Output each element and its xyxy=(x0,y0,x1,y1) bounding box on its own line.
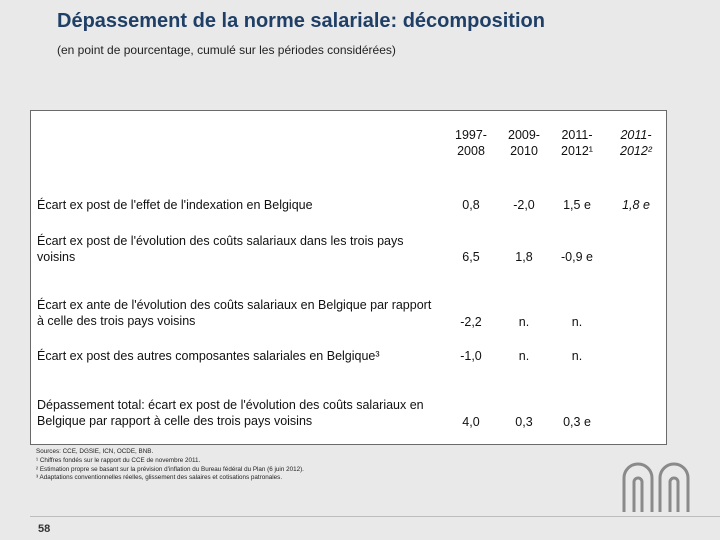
table-cell: -2,2 xyxy=(460,315,482,329)
row-label-pays-voisins: Écart ex post de l'évolution des coûts s… xyxy=(37,234,404,264)
table-cell: -1,0 xyxy=(460,349,482,363)
sources-line: Sources: CCE, DGSIE, ICN, OCDE, BNB. xyxy=(36,448,154,455)
col-header-line2: 2012² xyxy=(620,144,652,158)
footer-divider xyxy=(30,516,720,517)
table-cell: n. xyxy=(518,349,530,363)
table-cell: n. xyxy=(571,349,583,363)
table-cell: 1,8 e xyxy=(622,198,650,212)
table-cell: 0,8 xyxy=(462,198,480,212)
table-cell: -2,0 xyxy=(513,198,535,212)
col-header-line2: 2012¹ xyxy=(561,144,593,158)
row-label-autres-composantes: Écart ex post des autres composantes sal… xyxy=(37,349,380,363)
row-label-depassement-total: Dépassement total: écart ex post de l'év… xyxy=(37,398,424,428)
nbb-logo-icon xyxy=(620,458,692,521)
row-label-ex-ante: Écart ex ante de l'évolution des coûts s… xyxy=(37,298,432,328)
nbb-logo-icon-svg xyxy=(622,462,690,512)
table-cell: 6,5 xyxy=(462,250,480,264)
data-table: 1997- 2008 2009- 2010 2011- 2012¹ 2011- … xyxy=(30,110,667,445)
row-label-indexation: Écart ex post de l'effet de l'indexation… xyxy=(37,198,313,212)
col-header-line1: 2011- xyxy=(620,128,652,142)
table-cell: 1,5 e xyxy=(563,198,591,212)
col-header-line2: 2008 xyxy=(457,144,485,158)
table-cell: 0,3 e xyxy=(563,415,591,429)
page-title: Dépassement de la norme salariale: décom… xyxy=(57,10,545,32)
sources-notes: Sources: CCE, DGSIE, ICN, OCDE, BNB. ¹ C… xyxy=(36,448,416,483)
footnote-1: ¹ Chiffres fondés sur le rapport du CCE … xyxy=(36,456,201,464)
col-header-line1: 1997- xyxy=(455,128,487,142)
table-cell: 4,0 xyxy=(462,415,480,429)
page-subtitle: (en point de pourcentage, cumulé sur les… xyxy=(57,43,396,57)
col-header-line2: 2010 xyxy=(510,144,538,158)
col-header-2009-2010: 2009- 2010 xyxy=(494,127,554,159)
footnote-2: ² Estimation propre se basant sur la pré… xyxy=(36,465,304,473)
table-cell: 0,3 xyxy=(515,415,533,429)
footnote-3: ³ Adaptations conventionnelles réelles, … xyxy=(36,474,283,482)
col-header-line1: 2009- xyxy=(508,128,540,142)
col-header-1997-2008: 1997- 2008 xyxy=(441,127,501,159)
table-cell: n. xyxy=(571,315,583,329)
page-number: 58 xyxy=(38,523,51,535)
col-header-2011-2012-2: 2011- 2012² xyxy=(606,127,666,159)
table-cell: -0,9 e xyxy=(561,250,593,264)
col-header-line1: 2011- xyxy=(561,128,593,142)
table-cell: 1,8 xyxy=(515,250,533,264)
table-cell: n. xyxy=(518,315,530,329)
col-header-2011-2012-1: 2011- 2012¹ xyxy=(547,127,607,159)
